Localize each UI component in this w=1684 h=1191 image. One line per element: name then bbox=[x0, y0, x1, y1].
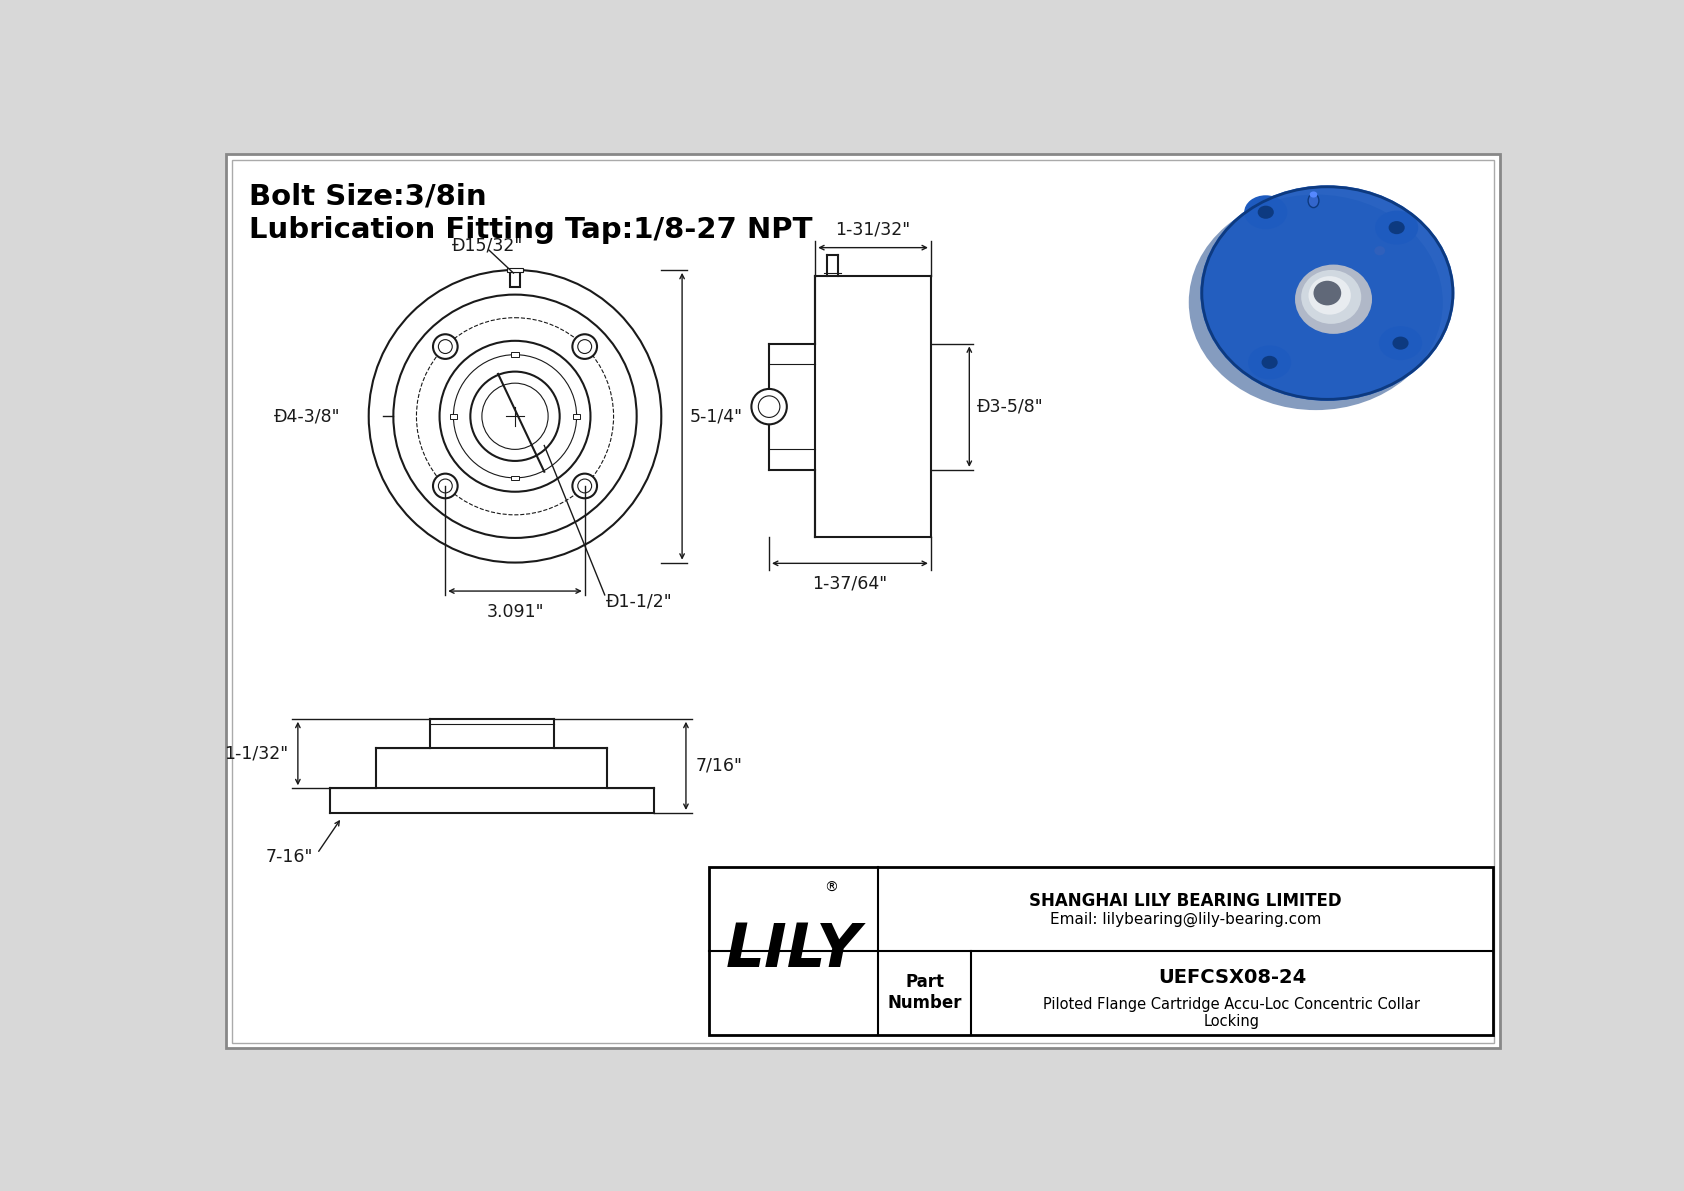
Ellipse shape bbox=[1189, 194, 1443, 410]
Ellipse shape bbox=[1376, 211, 1418, 244]
Ellipse shape bbox=[1302, 270, 1361, 324]
Bar bbox=[573, 414, 581, 418]
Text: ®: ® bbox=[823, 881, 837, 896]
Text: 1-37/64": 1-37/64" bbox=[812, 574, 887, 592]
Text: Piloted Flange Cartridge Accu-Loc Concentric Collar
Locking: Piloted Flange Cartridge Accu-Loc Concen… bbox=[1044, 997, 1420, 1029]
Ellipse shape bbox=[1308, 276, 1351, 314]
Text: Part
Number: Part Number bbox=[887, 973, 962, 1012]
Text: 1-1/32": 1-1/32" bbox=[224, 744, 288, 762]
Bar bbox=[512, 353, 519, 357]
Circle shape bbox=[573, 335, 598, 358]
Text: 7/16": 7/16" bbox=[695, 756, 743, 775]
Text: SHANGHAI LILY BEARING LIMITED: SHANGHAI LILY BEARING LIMITED bbox=[1029, 892, 1342, 910]
Ellipse shape bbox=[1295, 264, 1372, 333]
Text: Ð1-1/2": Ð1-1/2" bbox=[606, 592, 674, 610]
Circle shape bbox=[433, 474, 458, 498]
Text: LILY: LILY bbox=[726, 921, 862, 980]
Text: Email: lilybearing@lily-bearing.com: Email: lilybearing@lily-bearing.com bbox=[1051, 912, 1322, 927]
Ellipse shape bbox=[1393, 337, 1408, 349]
Ellipse shape bbox=[1389, 222, 1404, 233]
Text: 1-31/32": 1-31/32" bbox=[835, 220, 911, 238]
Text: Bolt Size:3/8in: Bolt Size:3/8in bbox=[249, 183, 487, 211]
Text: 5-1/4": 5-1/4" bbox=[690, 407, 743, 425]
Ellipse shape bbox=[1263, 357, 1276, 368]
Ellipse shape bbox=[1201, 186, 1455, 401]
Text: Lubrication Fitting Tap:1/8-27 NPT: Lubrication Fitting Tap:1/8-27 NPT bbox=[249, 216, 813, 244]
Text: 3.091": 3.091" bbox=[487, 603, 544, 621]
Bar bbox=[510, 272, 520, 287]
Text: UEFCSX08-24: UEFCSX08-24 bbox=[1159, 967, 1307, 986]
Ellipse shape bbox=[1314, 281, 1340, 305]
Ellipse shape bbox=[1258, 207, 1273, 218]
Ellipse shape bbox=[1308, 194, 1319, 207]
Ellipse shape bbox=[1374, 247, 1386, 255]
Text: Ð4-3/8": Ð4-3/8" bbox=[274, 407, 340, 425]
Text: Ð3-5/8": Ð3-5/8" bbox=[977, 398, 1044, 416]
Circle shape bbox=[751, 389, 786, 424]
Circle shape bbox=[433, 335, 458, 358]
Ellipse shape bbox=[1310, 192, 1317, 198]
Ellipse shape bbox=[1244, 195, 1287, 229]
Ellipse shape bbox=[1248, 345, 1292, 379]
Bar bbox=[709, 867, 1494, 1035]
Text: 7-16": 7-16" bbox=[266, 848, 313, 867]
Text: Ð15/32": Ð15/32" bbox=[451, 236, 524, 255]
Bar bbox=[512, 475, 519, 480]
Ellipse shape bbox=[1379, 326, 1421, 360]
Bar bbox=[450, 414, 458, 418]
Circle shape bbox=[573, 474, 598, 498]
Bar bbox=[507, 268, 524, 273]
